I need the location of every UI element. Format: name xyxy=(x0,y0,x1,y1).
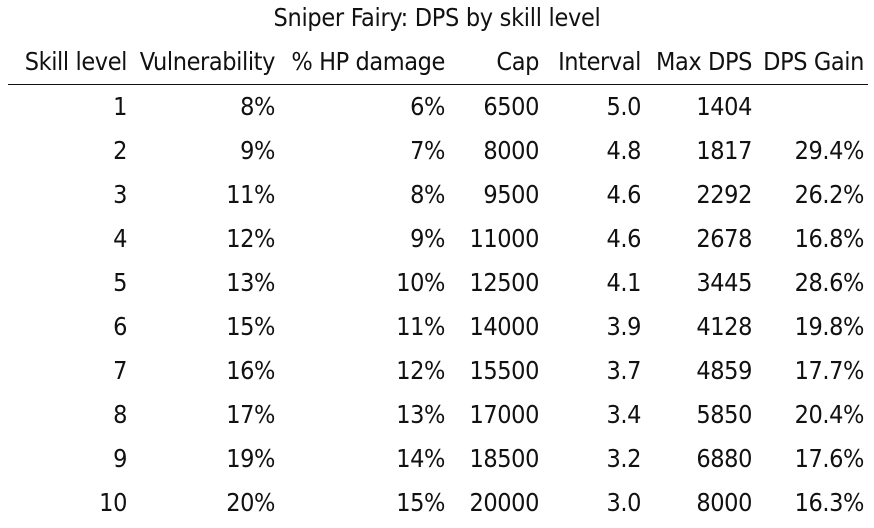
cell-cap: 8000 xyxy=(483,136,539,165)
cell-skill-level: 7 xyxy=(113,356,127,385)
cell-interval: 4.1 xyxy=(606,268,641,297)
cell-dps-gain xyxy=(756,85,868,130)
table-row: 4 12% 9% 11000 4.6 2678 16.8% xyxy=(8,217,868,261)
col-header-vulnerability: Vulnerability xyxy=(139,47,276,76)
cell-max-dps: 1404 xyxy=(696,92,752,121)
cell-skill-level: 6 xyxy=(113,312,127,341)
cell-cap: 6500 xyxy=(483,92,539,121)
table-row: 1 8% 6% 6500 5.0 1404 xyxy=(8,85,868,130)
cell-interval: 3.7 xyxy=(606,356,641,385)
cell-max-dps: 6880 xyxy=(696,444,752,473)
cell-vulnerability: 19% xyxy=(226,444,275,473)
dps-table: Skill level Vulnerability % HP damage Ca… xyxy=(8,40,868,525)
cell-vulnerability: 13% xyxy=(226,268,275,297)
col-header-interval: Interval xyxy=(558,47,641,76)
cell-max-dps: 2678 xyxy=(696,224,752,253)
table-body: 1 8% 6% 6500 5.0 1404 2 9% 7% 8000 4.8 1817 29.4% 3 11… xyxy=(8,85,868,526)
cell-max-dps: 3445 xyxy=(696,268,752,297)
cell-skill-level: 2 xyxy=(113,136,127,165)
cell-max-dps: 4128 xyxy=(696,312,752,341)
table-row: 3 11% 8% 9500 4.6 2292 26.2% xyxy=(8,173,868,217)
cell-hp-damage: 15% xyxy=(396,488,445,517)
cell-max-dps: 8000 xyxy=(696,488,752,517)
cell-dps-gain: 17.6% xyxy=(794,444,865,473)
cell-interval: 3.2 xyxy=(606,444,641,473)
cell-hp-damage: 8% xyxy=(410,180,445,209)
col-header-cap: Cap xyxy=(496,47,539,76)
col-header-skill-level: Skill level xyxy=(24,47,128,76)
table-row: 8 17% 13% 17000 3.4 5850 20.4% xyxy=(8,393,868,437)
cell-hp-damage: 6% xyxy=(410,92,445,121)
cell-dps-gain: 17.7% xyxy=(794,356,865,385)
cell-hp-damage: 11% xyxy=(396,312,445,341)
cell-cap: 14000 xyxy=(469,312,539,341)
cell-vulnerability: 12% xyxy=(226,224,275,253)
cell-dps-gain: 20.4% xyxy=(794,400,865,429)
cell-cap: 12500 xyxy=(469,268,539,297)
cell-dps-gain: 16.3% xyxy=(794,488,865,517)
cell-skill-level: 8 xyxy=(113,400,127,429)
cell-vulnerability: 16% xyxy=(226,356,275,385)
cell-vulnerability: 11% xyxy=(226,180,275,209)
cell-max-dps: 4859 xyxy=(696,356,752,385)
cell-max-dps: 1817 xyxy=(696,136,752,165)
cell-interval: 4.8 xyxy=(606,136,641,165)
cell-skill-level: 3 xyxy=(113,180,127,209)
cell-vulnerability: 20% xyxy=(226,488,275,517)
cell-interval: 5.0 xyxy=(606,92,641,121)
cell-cap: 15500 xyxy=(469,356,539,385)
cell-interval: 3.4 xyxy=(606,400,641,429)
cell-vulnerability: 8% xyxy=(240,92,275,121)
cell-hp-damage: 9% xyxy=(410,224,445,253)
cell-dps-gain: 26.2% xyxy=(794,180,865,209)
header-row: Skill level Vulnerability % HP damage Ca… xyxy=(8,40,868,85)
cell-vulnerability: 15% xyxy=(226,312,275,341)
cell-interval: 4.6 xyxy=(606,224,641,253)
cell-cap: 11000 xyxy=(469,224,539,253)
cell-hp-damage: 12% xyxy=(396,356,445,385)
table-row: 2 9% 7% 8000 4.8 1817 29.4% xyxy=(8,129,868,173)
cell-dps-gain: 19.8% xyxy=(794,312,865,341)
table-row: 6 15% 11% 14000 3.9 4128 19.8% xyxy=(8,305,868,349)
cell-max-dps: 2292 xyxy=(696,180,752,209)
cell-cap: 20000 xyxy=(469,488,539,517)
cell-skill-level: 10 xyxy=(99,488,127,517)
cell-skill-level: 5 xyxy=(113,268,127,297)
cell-skill-level: 9 xyxy=(113,444,127,473)
cell-cap: 17000 xyxy=(469,400,539,429)
cell-hp-damage: 10% xyxy=(396,268,445,297)
cell-hp-damage: 13% xyxy=(396,400,445,429)
table-row: 9 19% 14% 18500 3.2 6880 17.6% xyxy=(8,437,868,481)
cell-interval: 4.6 xyxy=(606,180,641,209)
cell-dps-gain: 28.6% xyxy=(794,268,865,297)
col-header-max-dps: Max DPS xyxy=(655,47,752,76)
cell-hp-damage: 7% xyxy=(410,136,445,165)
col-header-dps-gain: DPS Gain xyxy=(763,47,864,76)
cell-dps-gain: 16.8% xyxy=(794,224,865,253)
table-row: 7 16% 12% 15500 3.7 4859 17.7% xyxy=(8,349,868,393)
chart-title: Sniper Fairy: DPS by skill level xyxy=(273,3,601,32)
cell-interval: 3.9 xyxy=(606,312,641,341)
table-row: 10 20% 15% 20000 3.0 8000 16.3% xyxy=(8,481,868,525)
cell-max-dps: 5850 xyxy=(696,400,752,429)
table-row: 5 13% 10% 12500 4.1 3445 28.6% xyxy=(8,261,868,305)
cell-dps-gain: 29.4% xyxy=(794,136,865,165)
cell-skill-level: 1 xyxy=(113,92,127,121)
col-header-hp-damage: % HP damage xyxy=(291,47,445,76)
cell-cap: 9500 xyxy=(483,180,539,209)
cell-vulnerability: 17% xyxy=(226,400,275,429)
cell-hp-damage: 14% xyxy=(396,444,445,473)
cell-skill-level: 4 xyxy=(113,224,127,253)
cell-cap: 18500 xyxy=(469,444,539,473)
cell-interval: 3.0 xyxy=(606,488,641,517)
cell-vulnerability: 9% xyxy=(240,136,275,165)
